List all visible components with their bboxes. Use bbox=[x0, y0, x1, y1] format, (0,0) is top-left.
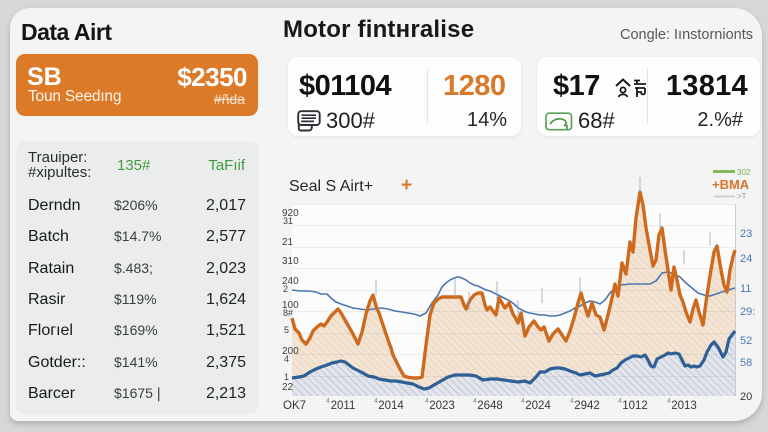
svg-text:+BMA: +BMA bbox=[712, 177, 750, 192]
svg-text:2014: 2014 bbox=[378, 400, 404, 412]
svg-text:OK7: OK7 bbox=[283, 400, 306, 412]
svg-text:8#: 8# bbox=[283, 308, 293, 318]
svg-text:4: 4 bbox=[326, 398, 330, 405]
svg-text:2024: 2024 bbox=[525, 400, 551, 412]
svg-text:302: 302 bbox=[737, 168, 751, 177]
svg-text:24: 24 bbox=[740, 253, 752, 265]
svg-text:2648: 2648 bbox=[477, 400, 503, 412]
svg-text:4: 4 bbox=[374, 398, 378, 405]
svg-text:1012: 1012 bbox=[622, 400, 648, 412]
svg-text:310: 310 bbox=[282, 256, 299, 267]
svg-text:4: 4 bbox=[473, 398, 477, 405]
svg-text:21: 21 bbox=[282, 237, 294, 248]
svg-text:2942: 2942 bbox=[574, 400, 600, 412]
svg-text:4: 4 bbox=[284, 354, 289, 364]
svg-text:23: 23 bbox=[740, 228, 752, 240]
svg-text:920: 920 bbox=[282, 208, 299, 219]
svg-text:4: 4 bbox=[570, 398, 574, 405]
svg-text:4: 4 bbox=[667, 398, 671, 405]
svg-text:200: 200 bbox=[282, 346, 299, 357]
svg-text:>T: >T bbox=[737, 192, 747, 201]
svg-text:52: 52 bbox=[740, 335, 752, 347]
svg-text:58: 58 bbox=[740, 357, 752, 369]
svg-text:2: 2 bbox=[283, 284, 288, 294]
svg-text:29:: 29: bbox=[740, 306, 755, 318]
svg-text:1: 1 bbox=[284, 372, 289, 382]
svg-text:4: 4 bbox=[618, 398, 622, 405]
svg-text:22: 22 bbox=[282, 382, 294, 393]
svg-text:31: 31 bbox=[283, 216, 293, 226]
svg-text:20: 20 bbox=[740, 391, 752, 403]
svg-text:2023: 2023 bbox=[429, 400, 455, 412]
svg-text:2011: 2011 bbox=[331, 400, 356, 412]
svg-text:4: 4 bbox=[521, 398, 525, 405]
svg-text:5: 5 bbox=[284, 325, 289, 335]
svg-text:11: 11 bbox=[740, 283, 751, 295]
svg-text:2013: 2013 bbox=[671, 400, 697, 412]
svg-text:4: 4 bbox=[425, 398, 429, 405]
svg-text:100: 100 bbox=[282, 300, 299, 311]
svg-text:240: 240 bbox=[282, 276, 299, 287]
